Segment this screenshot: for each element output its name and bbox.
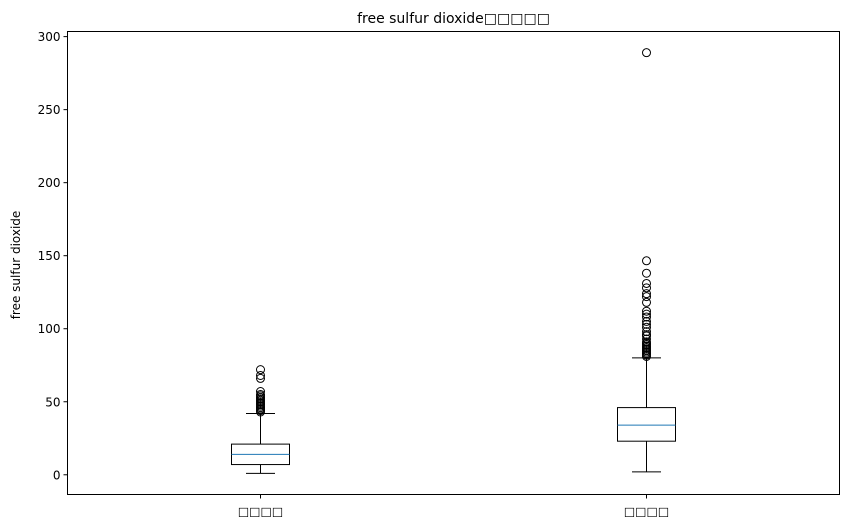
y-tick-label: 300 — [38, 30, 61, 44]
y-axis: 0 50 100 150 200 250 300 — [38, 30, 68, 482]
plot-area — [231, 48, 676, 474]
outlier-point — [642, 283, 651, 293]
outlier-point — [642, 268, 651, 278]
box-group — [231, 365, 290, 474]
x-tick-label: □□□□ — [238, 505, 283, 519]
x-axis: □□□□ □□□□ — [238, 494, 669, 519]
y-tick-label: 250 — [38, 103, 61, 117]
outlier-point — [256, 370, 265, 380]
outlier-point — [642, 337, 651, 347]
outlier-point — [256, 389, 265, 399]
outlier-point — [642, 309, 651, 319]
y-axis-title: free sulfur dioxide — [9, 211, 23, 320]
outlier-point — [642, 319, 651, 329]
outlier-point — [642, 289, 651, 299]
outlier-point — [256, 387, 265, 397]
chart-title: free sulfur dioxide□□□□□ — [357, 11, 550, 27]
outlier-point — [642, 297, 651, 307]
outlier-point — [642, 278, 651, 288]
box — [617, 407, 676, 442]
y-tick-label: 200 — [38, 176, 61, 190]
outlier-point — [642, 327, 651, 337]
y-tick-label: 50 — [45, 395, 60, 409]
outlier-point — [642, 330, 651, 340]
outlier-point — [642, 312, 651, 322]
outlier-point — [642, 316, 651, 326]
outlier-point — [256, 373, 265, 383]
y-tick-label: 150 — [38, 249, 61, 263]
outlier-point — [642, 292, 651, 302]
outlier-point — [642, 334, 651, 344]
plot-frame — [67, 31, 840, 495]
y-tick-label: 0 — [53, 468, 61, 482]
y-tick-label: 100 — [38, 322, 61, 336]
outlier-point — [256, 365, 265, 375]
x-tick-label: □□□□ — [624, 505, 669, 519]
box-group — [617, 48, 676, 473]
outlier-point — [642, 306, 651, 316]
outlier-point — [642, 256, 651, 266]
outlier-point — [642, 322, 651, 332]
outlier-point — [642, 48, 651, 58]
